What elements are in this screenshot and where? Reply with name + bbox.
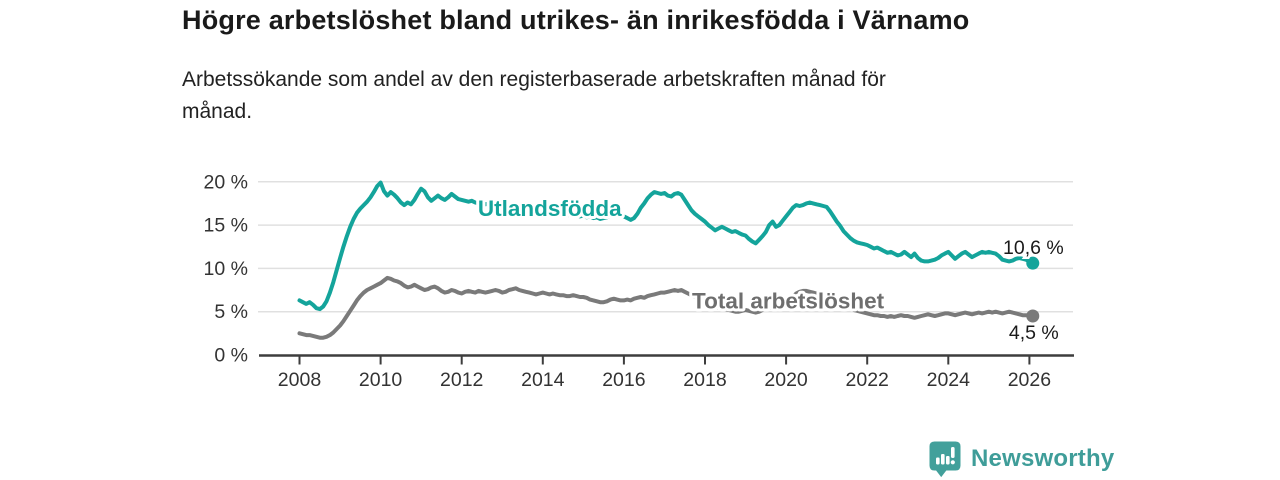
x-axis-tick-label: 2026	[1008, 369, 1051, 391]
x-axis-tick-label: 2020	[764, 369, 808, 391]
x-axis-tick-label: 2008	[278, 369, 321, 391]
series-end-dot-total-arbetsloshet	[1026, 309, 1040, 323]
series-line-total-arbetsloshet	[297, 275, 1035, 340]
chart-title: Högre arbetslöshet bland utrikes- än inr…	[182, 5, 970, 35]
y-axis-tick-label: 15 %	[204, 215, 248, 237]
series-end-value-label: 10,6 %	[1003, 237, 1064, 259]
x-axis-tick-label: 2012	[440, 369, 483, 391]
chart-subtitle: Arbetssökande som andel av den registerb…	[182, 68, 886, 123]
series-end-dot-utlandsfodda	[1026, 256, 1040, 270]
bar-chart-bubble-icon	[928, 440, 962, 478]
series-end-value-label: 4,5 %	[1009, 322, 1059, 344]
y-axis-tick-label: 10 %	[204, 258, 248, 280]
newsworthy-logo-text: Newsworthy	[971, 445, 1115, 472]
y-axis-tick-label: 5 %	[214, 301, 248, 323]
series-name-label-total-arbetsloshet: Total arbetslöshet	[692, 289, 885, 314]
newsworthy-logo[interactable]: Newsworthy	[928, 440, 1114, 478]
x-axis-tick-label: 2024	[927, 369, 971, 391]
series-name-label-utlandsfodda: Utlandsfödda	[478, 196, 622, 221]
x-axis-tick-label: 2022	[846, 369, 889, 391]
series-line-utlandsfodda	[297, 180, 1035, 312]
x-axis-tick-label: 2016	[602, 369, 645, 391]
y-axis-tick-label: 20 %	[204, 171, 248, 193]
x-axis-tick-label: 2018	[683, 369, 726, 391]
y-axis-tick-label: 0 %	[214, 345, 248, 367]
x-axis-tick-label: 2014	[521, 369, 565, 391]
x-axis-tick-label: 2010	[359, 369, 403, 391]
